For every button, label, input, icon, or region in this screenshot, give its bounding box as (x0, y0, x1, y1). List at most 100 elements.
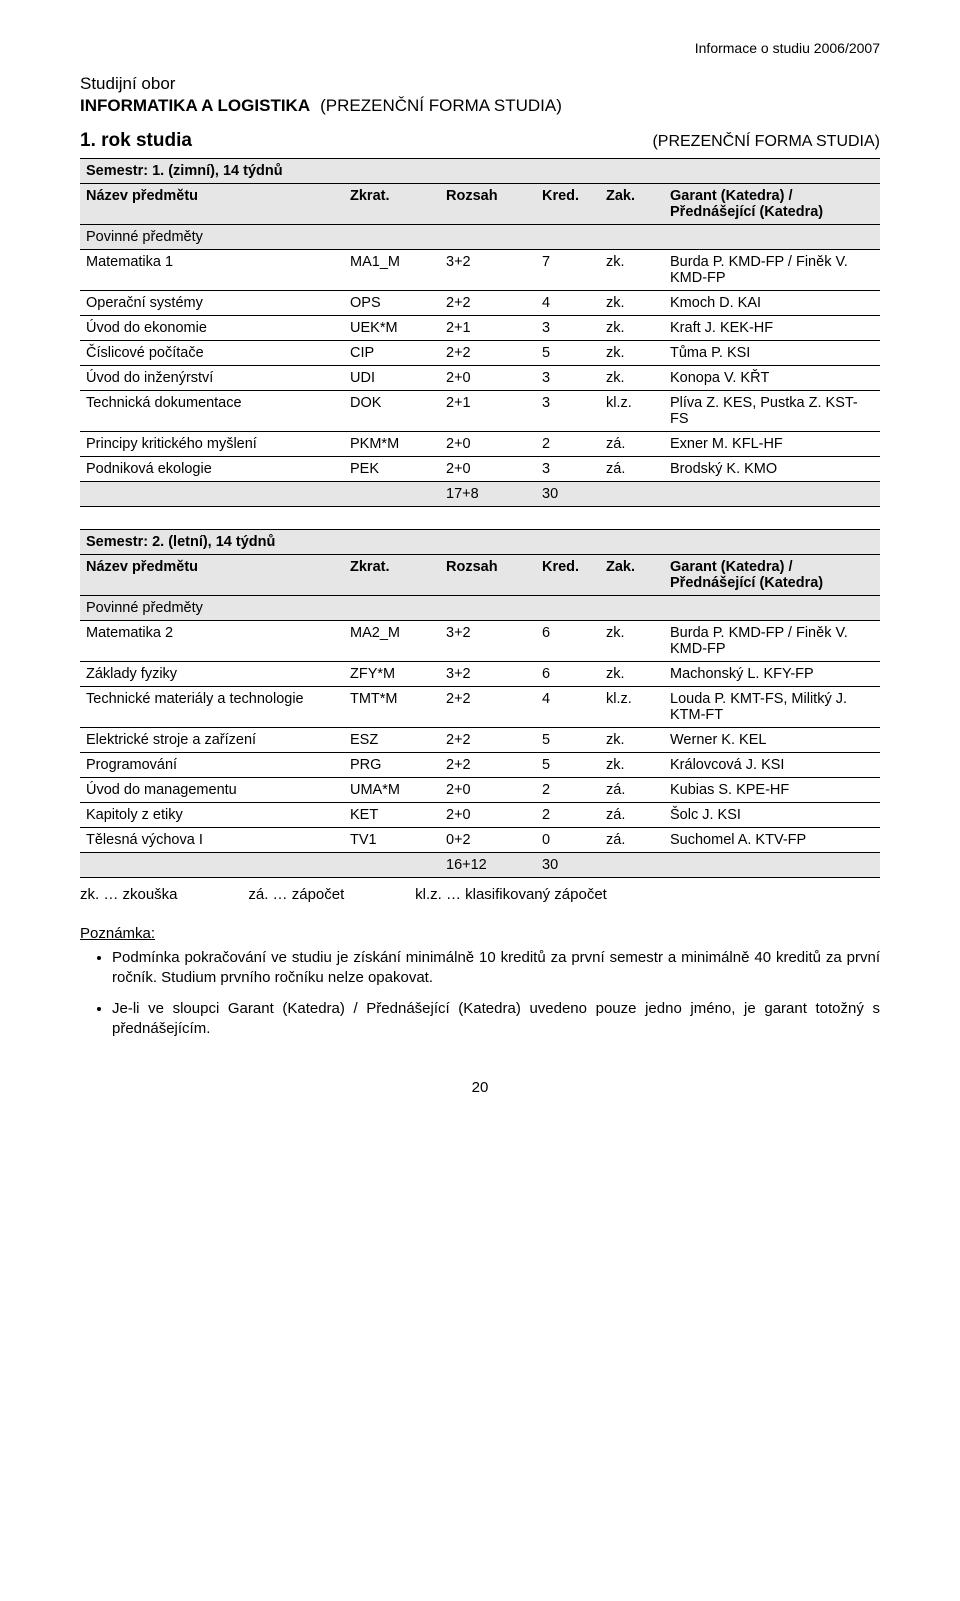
cell-abbr: MA1_M (344, 250, 440, 291)
total-extent: 16+12 (440, 853, 536, 878)
year-label: 1. rok studia (80, 130, 192, 152)
total-blank (600, 853, 664, 878)
cell-ext: 2+2 (440, 728, 536, 753)
total-blank (80, 853, 344, 878)
semester-1-table: Semestr: 1. (zimní), 14 týdnů Název před… (80, 158, 880, 507)
cell-abbr: KET (344, 803, 440, 828)
program-form: (PREZENČNÍ FORMA STUDIA) (320, 96, 562, 116)
total-blank (344, 482, 440, 507)
total-blank (664, 482, 880, 507)
note-item: Je-li ve sloupci Garant (Katedra) / Před… (112, 999, 880, 1040)
table-row: Kapitoly z etikyKET2+02zá.Šolc J. KSI (80, 803, 880, 828)
cell-cred: 4 (536, 687, 600, 728)
cell-gar: Šolc J. KSI (664, 803, 880, 828)
col-garant: Garant (Katedra) / Přednášející (Katedra… (664, 555, 880, 596)
table-row: Číslicové počítačeCIP2+25zk.Tůma P. KSI (80, 341, 880, 366)
cell-abbr: CIP (344, 341, 440, 366)
section-label: Povinné předměty (80, 596, 880, 621)
section-label: Povinné předměty (80, 225, 880, 250)
cell-gar: Burda P. KMD-FP / Finěk V. KMD-FP (664, 621, 880, 662)
cell-abbr: ESZ (344, 728, 440, 753)
cell-abbr: TV1 (344, 828, 440, 853)
cell-ext: 2+2 (440, 341, 536, 366)
cell-abbr: ZFY*M (344, 662, 440, 687)
year-row: 1. rok studia (PREZENČNÍ FORMA STUDIA) (80, 130, 880, 152)
cell-end: zá. (600, 457, 664, 482)
cell-abbr: OPS (344, 291, 440, 316)
table-row: Principy kritického myšleníPKM*M2+02zá.E… (80, 432, 880, 457)
cell-ext: 3+2 (440, 662, 536, 687)
sem2-body: Matematika 2MA2_M3+26zk.Burda P. KMD-FP … (80, 621, 880, 853)
col-end: Zak. (600, 555, 664, 596)
table-header-row: Název předmětu Zkrat. Rozsah Kred. Zak. … (80, 184, 880, 225)
cell-name: Základy fyziky (80, 662, 344, 687)
cell-name: Podniková ekologie (80, 457, 344, 482)
cell-abbr: MA2_M (344, 621, 440, 662)
cell-name: Matematika 2 (80, 621, 344, 662)
cell-abbr: UDI (344, 366, 440, 391)
total-blank (600, 482, 664, 507)
col-extent: Rozsah (440, 555, 536, 596)
col-abbr: Zkrat. (344, 184, 440, 225)
cell-gar: Brodský K. KMO (664, 457, 880, 482)
note-label: Poznámka: (80, 925, 880, 942)
table-row: ProgramováníPRG2+25zk.Královcová J. KSI (80, 753, 880, 778)
table-row: Povinné předměty (80, 225, 880, 250)
notes-list: Podmínka pokračování ve studiu je získán… (80, 948, 880, 1039)
cell-cred: 6 (536, 662, 600, 687)
cell-name: Tělesná výchova I (80, 828, 344, 853)
cell-name: Číslicové počítače (80, 341, 344, 366)
total-cred: 30 (536, 482, 600, 507)
table-header-row: Název předmětu Zkrat. Rozsah Kred. Zak. … (80, 555, 880, 596)
header-right: Informace o studiu 2006/2007 (80, 40, 880, 56)
cell-cred: 5 (536, 728, 600, 753)
cell-cred: 2 (536, 432, 600, 457)
cell-abbr: PKM*M (344, 432, 440, 457)
cell-end: zk. (600, 316, 664, 341)
year-form: (PREZENČNÍ FORMA STUDIA) (652, 133, 880, 151)
cell-cred: 4 (536, 291, 600, 316)
col-cred: Kred. (536, 555, 600, 596)
cell-cred: 3 (536, 391, 600, 432)
cell-end: zá. (600, 803, 664, 828)
cell-name: Úvod do managementu (80, 778, 344, 803)
cell-gar: Exner M. KFL-HF (664, 432, 880, 457)
cell-abbr: PEK (344, 457, 440, 482)
cell-name: Technické materiály a technologie (80, 687, 344, 728)
col-cred: Kred. (536, 184, 600, 225)
cell-cred: 3 (536, 457, 600, 482)
semester-title: Semestr: 2. (letní), 14 týdnů (80, 530, 880, 555)
cell-gar: Werner K. KEL (664, 728, 880, 753)
cell-end: kl.z. (600, 391, 664, 432)
total-blank (344, 853, 440, 878)
cell-gar: Suchomel A. KTV-FP (664, 828, 880, 853)
cell-name: Úvod do inženýrství (80, 366, 344, 391)
cell-end: zá. (600, 828, 664, 853)
sem1-body: Matematika 1MA1_M3+27zk.Burda P. KMD-FP … (80, 250, 880, 482)
table-row: Matematika 1MA1_M3+27zk.Burda P. KMD-FP … (80, 250, 880, 291)
total-blank (664, 853, 880, 878)
table-row: Úvod do managementuUMA*M2+02zá.Kubias S.… (80, 778, 880, 803)
cell-gar: Burda P. KMD-FP / Finěk V. KMD-FP (664, 250, 880, 291)
col-name: Název předmětu (80, 555, 344, 596)
table-row: Povinné předměty (80, 596, 880, 621)
table-row: Technické materiály a technologieTMT*M2+… (80, 687, 880, 728)
cell-ext: 2+2 (440, 687, 536, 728)
cell-end: zk. (600, 291, 664, 316)
cell-ext: 3+2 (440, 250, 536, 291)
cell-cred: 5 (536, 753, 600, 778)
cell-cred: 3 (536, 366, 600, 391)
cell-ext: 2+0 (440, 366, 536, 391)
cell-ext: 2+2 (440, 291, 536, 316)
cell-cred: 3 (536, 316, 600, 341)
page-number: 20 (80, 1079, 880, 1096)
program-title: INFORMATIKA A LOGISTIKA (80, 96, 310, 116)
cell-gar: Kubias S. KPE-HF (664, 778, 880, 803)
cell-end: zá. (600, 778, 664, 803)
program-title-row: INFORMATIKA A LOGISTIKA (PREZENČNÍ FORMA… (80, 96, 880, 116)
cell-gar: Kmoch D. KAI (664, 291, 880, 316)
cell-end: zk. (600, 662, 664, 687)
col-abbr: Zkrat. (344, 555, 440, 596)
cell-abbr: DOK (344, 391, 440, 432)
col-end: Zak. (600, 184, 664, 225)
